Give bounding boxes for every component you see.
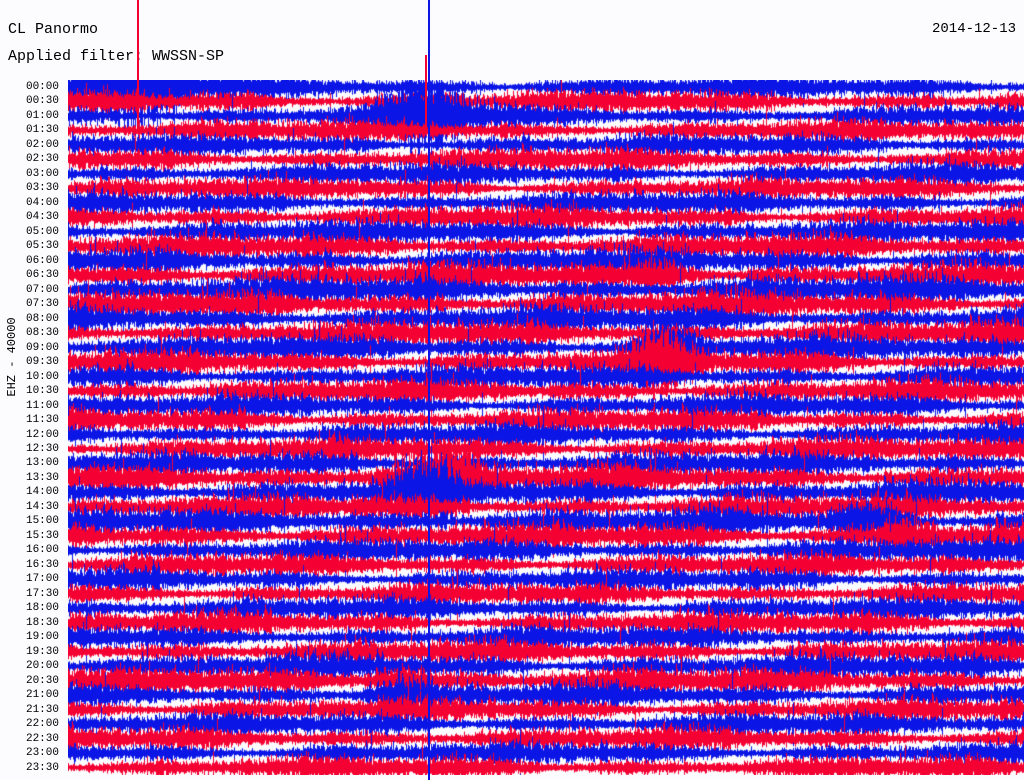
time-label: 18:30 [25,616,59,629]
time-label: 12:30 [25,443,59,455]
helicorder-plot [68,80,1024,775]
time-label: 22:00 [25,718,59,731]
time-label: 12:00 [25,428,59,441]
time-label: 08:30 [25,327,59,340]
time-label: 05:00 [25,225,59,238]
time-label: 15:00 [25,515,59,528]
marker-red-left [137,0,139,130]
time-label: 16:30 [25,558,59,571]
time-label: 14:00 [25,486,59,499]
time-label: 02:00 [25,138,59,151]
time-label: 08:00 [25,312,59,325]
time-label: 14:30 [25,500,59,513]
record-date: 2014-12-13 [931,21,1016,37]
time-label: 10:00 [25,370,59,383]
time-label: 01:30 [25,124,59,137]
time-label: 15:30 [25,529,59,542]
time-label: 03:30 [25,182,59,195]
time-label: 11:30 [25,414,59,427]
time-label: 13:30 [25,471,59,484]
seismic-trace-canvas [68,80,1024,775]
time-label: 22:30 [25,732,59,745]
time-label: 10:30 [25,385,59,398]
time-label: 17:30 [25,587,59,600]
time-label: 21:00 [25,689,59,702]
marker-red-mid [425,55,427,130]
time-label: 00:00 [25,81,59,93]
time-label: 11:00 [25,399,59,412]
time-label: 01:00 [25,109,59,122]
time-label: 04:00 [25,196,59,209]
time-label: 23:00 [25,747,59,760]
time-label: 23:30 [25,761,59,774]
time-label: 00:30 [25,95,59,108]
time-label: 02:30 [25,153,59,166]
time-label: 19:00 [25,631,59,644]
time-axis: 00:00 00:30 01:00 01:30 02:00 02:30 03:00 03:30… [0,0,64,780]
time-label: 06:30 [25,269,59,282]
time-label: 09:30 [25,356,59,369]
time-label: 13:00 [25,457,59,470]
station-title: CL Panormo [8,21,99,38]
time-label: 20:30 [25,674,59,687]
time-label: 07:00 [25,283,59,296]
time-label: 04:30 [25,211,59,224]
time-label: 07:30 [25,298,59,311]
time-label: 16:00 [25,544,59,557]
time-label: 03:00 [25,167,59,180]
time-label: 21:30 [25,703,59,716]
time-label: 17:00 [25,573,59,586]
applied-filter-label: Applied filter: WWSSN-SP [8,48,225,65]
time-label: 09:00 [25,341,59,354]
time-label: 20:00 [25,660,59,673]
time-label: 06:00 [25,254,59,267]
time-label: 18:00 [25,602,59,615]
time-label: 19:30 [25,645,59,658]
marker-blue-mid [428,0,430,780]
time-label: 05:30 [25,240,59,253]
